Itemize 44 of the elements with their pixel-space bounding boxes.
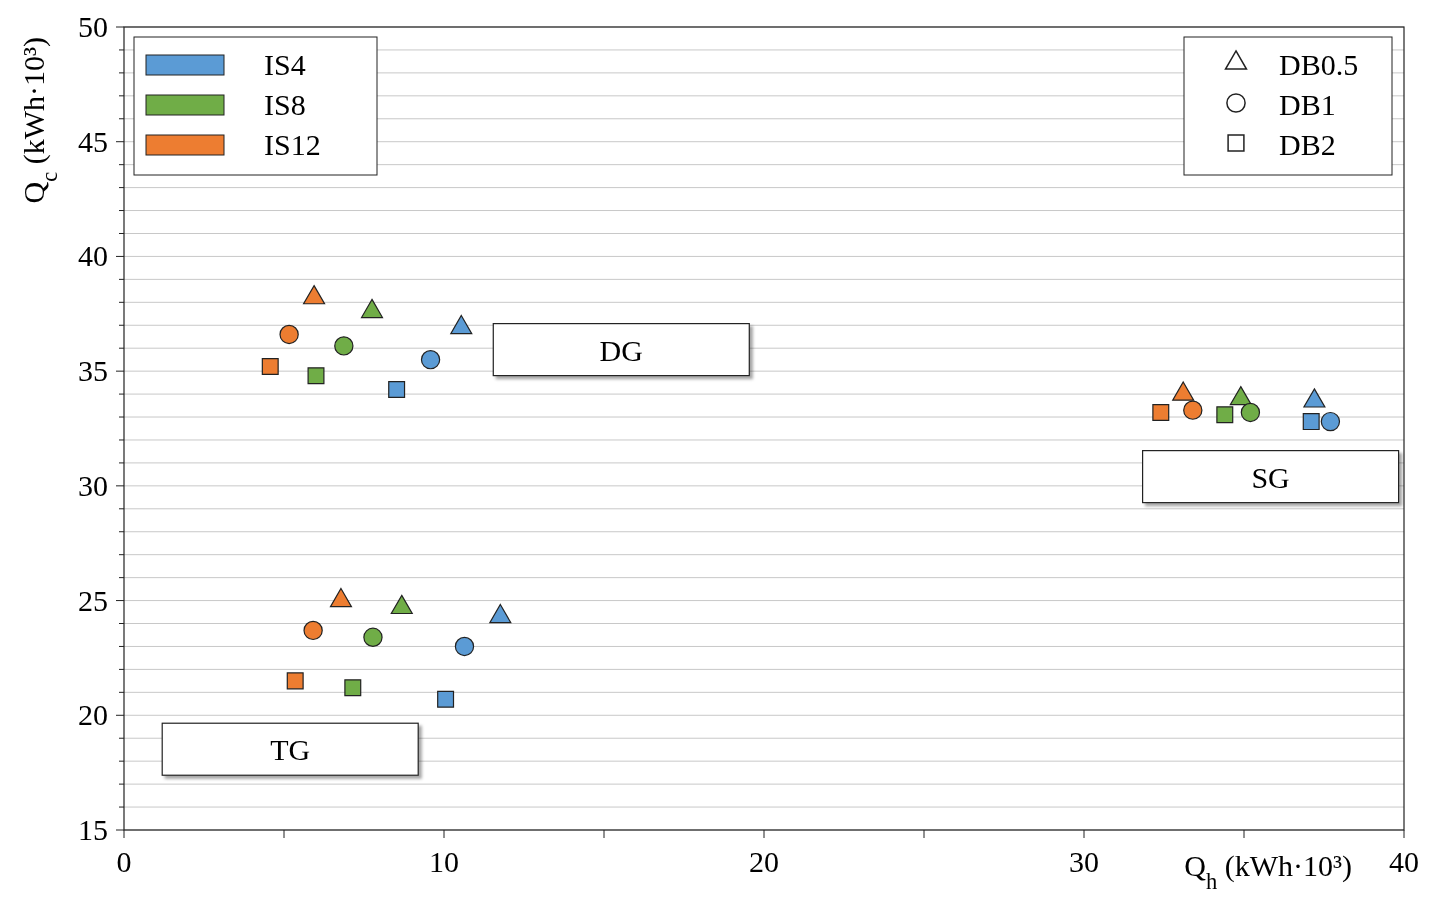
x-tick-label: 10 bbox=[429, 845, 459, 878]
x-tick-label: 30 bbox=[1069, 845, 1099, 878]
y-tick-label: 40 bbox=[78, 239, 108, 273]
annotation: DG bbox=[599, 333, 643, 367]
point bbox=[388, 380, 406, 398]
legend-label: DB2 bbox=[1279, 128, 1336, 161]
legend-label: DB1 bbox=[1279, 88, 1336, 121]
point bbox=[1240, 402, 1261, 423]
y-tick-label: 20 bbox=[78, 698, 108, 732]
x-axis-title: Q$_{h}$ (kWh·10³) bbox=[1184, 849, 1352, 894]
y-tick-label: 35 bbox=[78, 354, 108, 388]
point bbox=[344, 679, 362, 697]
point bbox=[286, 672, 304, 690]
x-tick-label: 40 bbox=[1389, 845, 1419, 878]
legend-label: IS8 bbox=[264, 88, 306, 121]
point bbox=[334, 336, 354, 356]
y-tick-label: 15 bbox=[78, 813, 108, 846]
legend-label: IS4 bbox=[264, 48, 306, 81]
y-tick-label: 50 bbox=[78, 10, 108, 43]
point bbox=[363, 627, 383, 647]
label-box: TG bbox=[161, 722, 419, 776]
annotation: TG bbox=[270, 733, 311, 767]
legend-label: IS12 bbox=[264, 128, 321, 161]
point bbox=[307, 367, 325, 385]
y-tick-label: 45 bbox=[78, 124, 108, 158]
annotation: SG bbox=[1251, 460, 1290, 494]
point bbox=[1183, 400, 1203, 420]
point bbox=[1216, 406, 1234, 424]
point bbox=[1302, 413, 1320, 431]
point bbox=[261, 358, 279, 376]
label-box: DG bbox=[492, 323, 750, 377]
x-tick-label: 0 bbox=[116, 845, 132, 878]
x-tick-label: 20 bbox=[749, 845, 779, 878]
point bbox=[1320, 411, 1341, 432]
label-box: SG bbox=[1142, 450, 1400, 504]
point bbox=[279, 324, 299, 345]
point bbox=[454, 636, 475, 657]
point bbox=[303, 620, 323, 641]
point bbox=[1152, 403, 1170, 421]
y-tick-label: 30 bbox=[78, 468, 108, 502]
legend-label: DB0.5 bbox=[1279, 48, 1359, 81]
point bbox=[420, 349, 441, 370]
point bbox=[437, 690, 455, 708]
y-tick-label: 25 bbox=[78, 583, 108, 617]
